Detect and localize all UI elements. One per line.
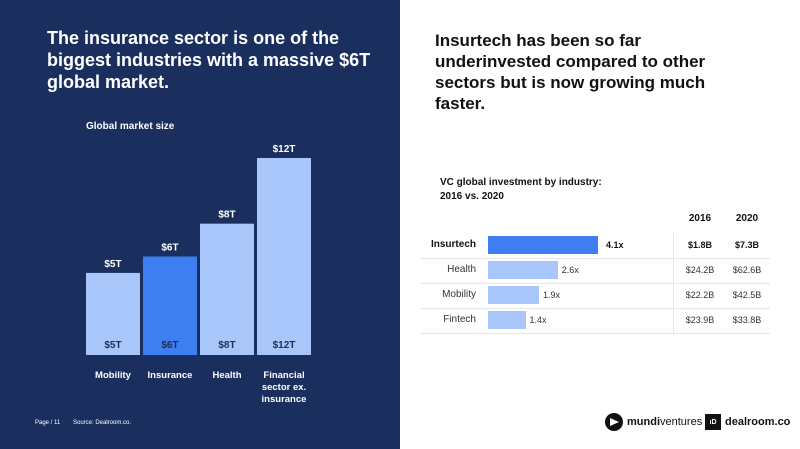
row-label-fintech: Fintech [443,314,476,325]
row-multiplier-health: 2.6x [561,265,579,275]
row-bar-mobility [488,286,539,304]
row-2020-mobility: $42.5B [732,290,762,300]
page-number: Page / 11 [35,420,61,426]
table-row-health: Health 2.6x $24.2B $62.6B [420,258,770,284]
source-note: Source: Dealroom.co. [73,420,132,426]
dealroom-logo: ıD dealroom.co [705,412,790,432]
bar-insurance [143,256,197,355]
table-row-mobility: Mobility 1.9x $22.2B $42.5B [420,283,770,309]
row-2016-insurtech: $1.8B [687,240,713,250]
dealroom-wordmark: dealroom.co [725,416,791,428]
bar-inner-label-health: $8T [218,340,235,351]
row-multiplier-insurtech: 4.1x [606,240,624,250]
row-bar-fintech [488,311,526,329]
right-title: Insurtech has been so far underinvested … [435,31,706,113]
category-label-financial-sector-ex-insurance: Financial sector ex. insurance [262,370,307,405]
bar-inner-label-insurance: $6T [161,340,178,351]
column-header-2020: 2020 [735,213,759,224]
row-2016-health: $24.2B [685,265,715,275]
row-multiplier-fintech: 1.4x [529,315,547,325]
row-2016-mobility: $22.2B [685,290,715,300]
category-label-health: Health [212,370,241,381]
vc-chart-title: VC global investment by industry: 2016 v… [440,176,660,204]
bar-financial-sector-ex-insurance [257,158,311,355]
row-2020-fintech: $33.8B [732,315,762,325]
column-header-2016: 2016 [688,213,712,224]
row-label-health: Health [447,264,476,275]
vc-chart-title-line1: VC global investment by industry: [440,177,602,188]
left-panel: The insurance sector is one of the bigge… [0,0,400,449]
row-2020-insurtech: $7.3B [734,240,760,250]
table-divider [673,233,674,333]
row-multiplier-mobility: 1.9x [542,290,560,300]
table-row-fintech: Fintech 1.4x $23.9B $33.8B [420,308,770,334]
bar-inner-label-mobility: $5T [104,340,121,351]
row-label-insurtech: Insurtech [430,239,476,250]
vc-chart-subtitle: 2016 vs. 2020 [440,191,504,202]
row-label-mobility: Mobility [442,289,476,300]
mundiventures-wordmark: mundiventures [627,416,703,428]
bar-top-label-financial-sector-ex-insurance: $12T [273,144,296,155]
dealroom-logo-icon: ıD [705,414,721,430]
category-label-mobility: Mobility [95,370,132,381]
bar-top-label-health: $8T [218,210,235,221]
left-title: The insurance sector is one of the bigge… [47,28,371,92]
row-2020-health: $62.6B [732,265,762,275]
bar-top-label-insurance: $6T [161,243,178,254]
mundiventures-logo-icon [605,413,623,431]
market-chart-title: Global market size [86,121,175,132]
bar-inner-label-financial-sector-ex-insurance: $12T [273,340,296,351]
row-bar-insurtech [488,236,598,254]
bar-health [200,223,254,355]
market-size-chart: $5T $5T Mobility $6T $6T Insurance $8T $8T Healt… [86,144,311,405]
table-row-insurtech: Insurtech 4.1x $1.8B $7.3B [420,233,770,259]
bar-mobility [86,272,140,355]
category-label-insurance: Insurance [148,370,193,381]
mundiventures-logo: mundiventures [605,412,702,432]
row-2016-fintech: $23.9B [685,315,715,325]
bar-top-label-mobility: $5T [104,259,121,270]
row-bar-health [488,261,558,279]
